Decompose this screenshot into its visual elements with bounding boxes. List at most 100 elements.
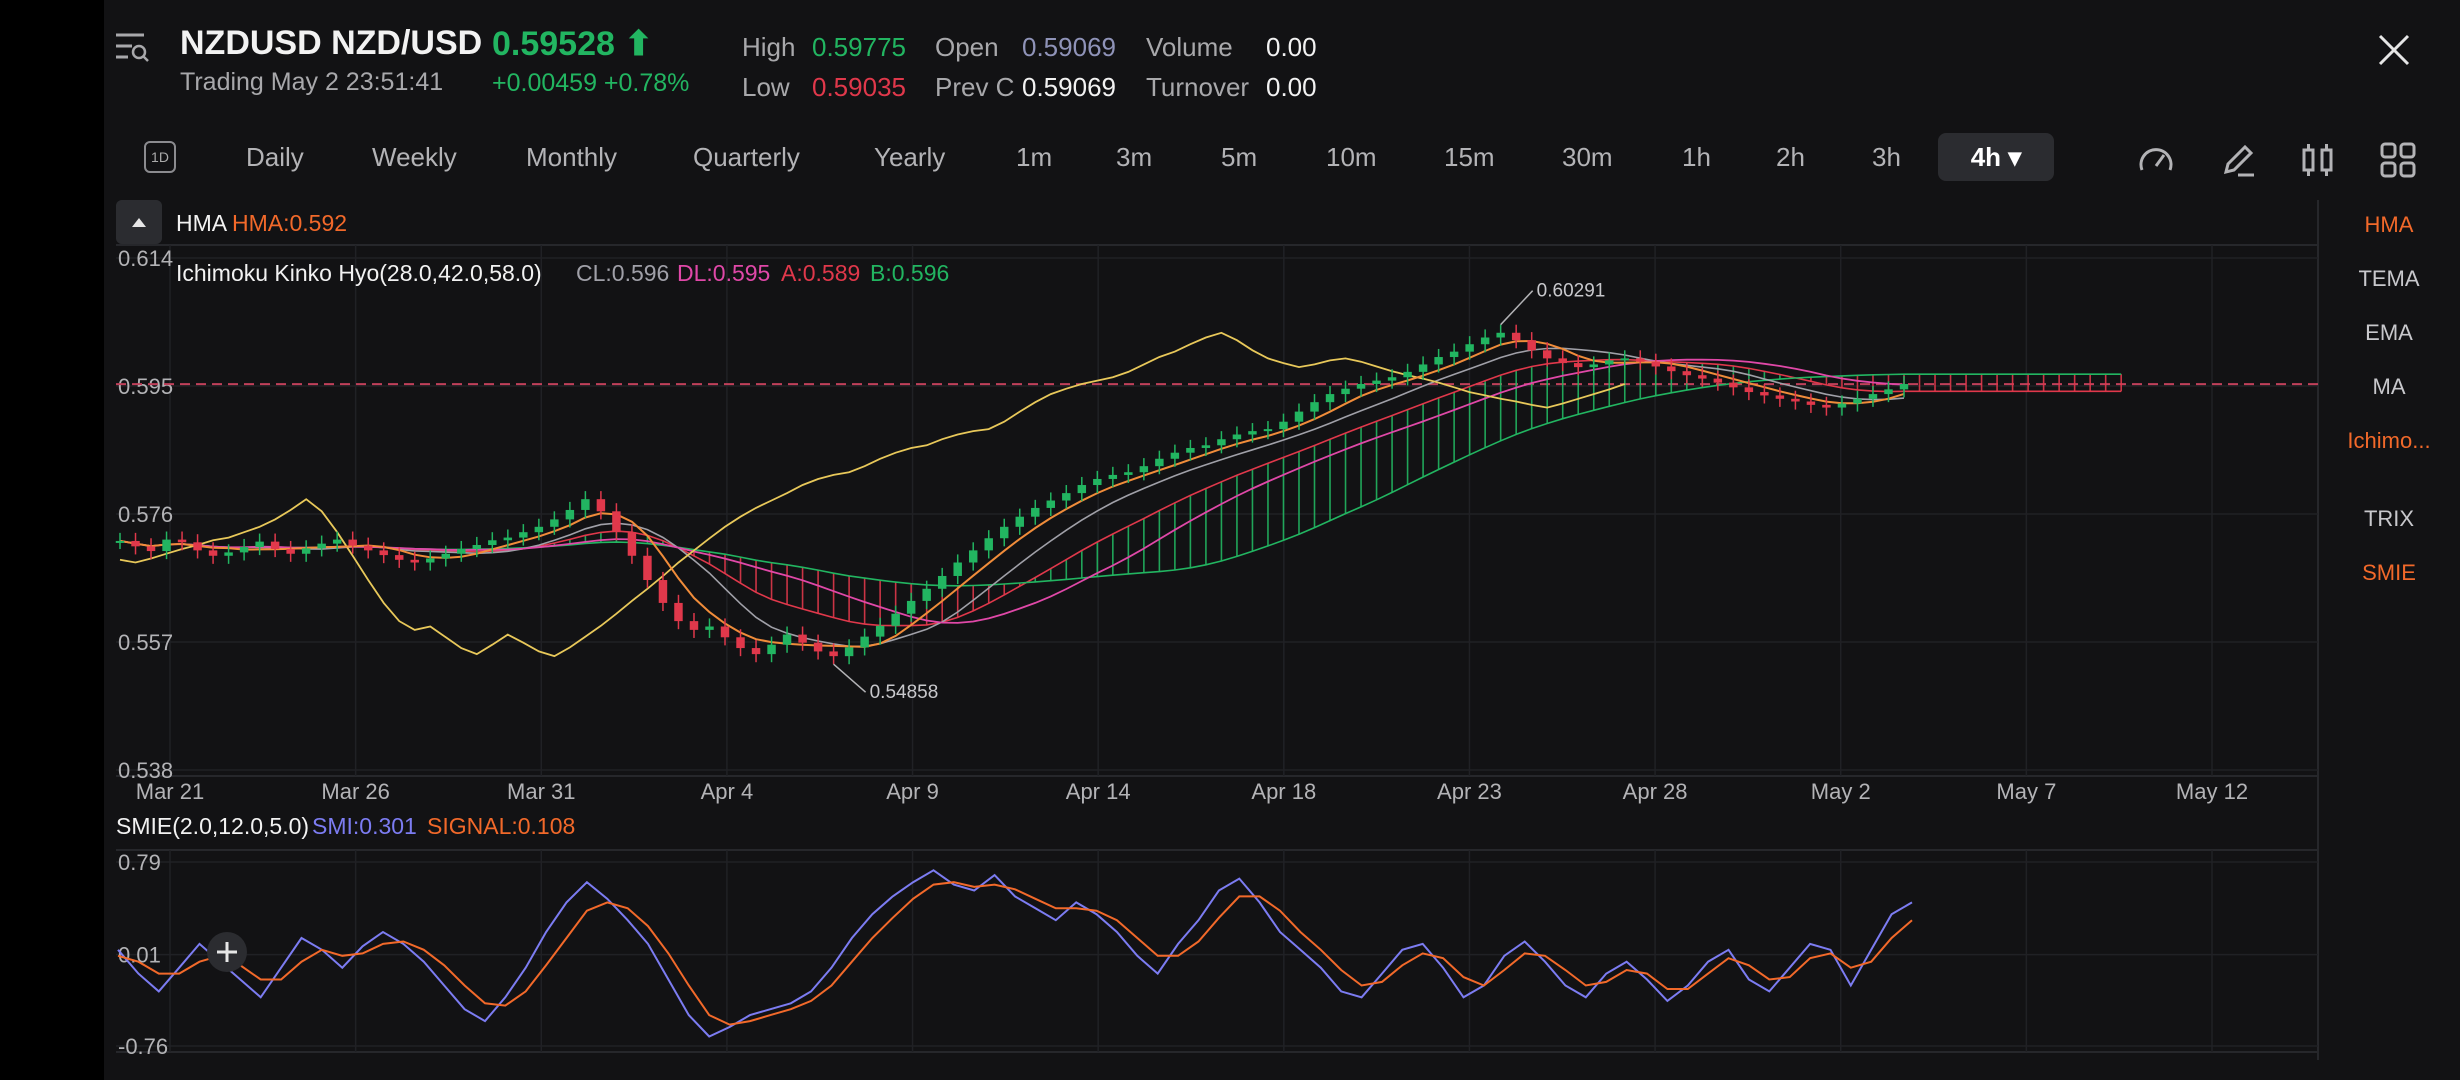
candle-body: [705, 626, 714, 630]
hma-legend-name: HMA: [176, 210, 228, 236]
tab-15m[interactable]: 15m: [1444, 142, 1495, 172]
price-chart[interactable]: Mar 21 Mar 26 Mar 31 Apr 4 Apr 9 Apr 14 Apr 18…: [104, 0, 2460, 1080]
candle-body: [379, 550, 388, 556]
candle-body: [1868, 394, 1878, 399]
tab-daily[interactable]: Daily: [246, 142, 304, 172]
candle-body: [131, 540, 140, 547]
candle-body: [1356, 383, 1366, 389]
side-indicator-ichimoku[interactable]: Ichimo...: [2347, 428, 2431, 453]
candle-body: [1511, 332, 1521, 341]
x-tick-label: Mar 31: [507, 779, 575, 804]
candle-body: [1527, 340, 1536, 351]
candle-body: [1186, 447, 1195, 453]
candle-body: [1341, 388, 1350, 395]
tab-5m[interactable]: 5m: [1221, 142, 1258, 172]
smie-y-tick-label: -0.76: [118, 1034, 168, 1059]
tab-10m[interactable]: 10m: [1326, 142, 1377, 172]
max-price-label: 0.60291: [1537, 281, 1606, 302]
calendar-1d-icon[interactable]: 1D: [144, 141, 176, 173]
symbol-title: NZDUSD NZD/USD: [180, 24, 483, 62]
candle-body: [1698, 375, 1707, 379]
ichimoku-b-value: B:0.596: [870, 260, 950, 286]
side-indicator-smie[interactable]: SMIE: [2362, 560, 2416, 585]
price-annotation-leader: [833, 663, 867, 693]
ichimoku-conversion-line: [119, 347, 1905, 648]
smie-legend-name: SMIE(2.0,12.0,5.0): [116, 813, 310, 839]
x-tick-label: Apr 4: [701, 779, 754, 804]
candle-body: [503, 537, 513, 541]
x-tick-label: Mar 26: [321, 779, 389, 804]
tab-yearly[interactable]: Yearly: [874, 142, 946, 172]
trading-status: Trading May 2 23:51:41: [180, 68, 444, 96]
candle-body: [317, 543, 326, 549]
tab-30m[interactable]: 30m: [1562, 142, 1613, 172]
candle-body: [270, 541, 280, 550]
ichimoku-span-a-line: [119, 358, 2122, 627]
candle-body: [1279, 421, 1288, 430]
candle-body: [720, 626, 730, 638]
tab-2h[interactable]: 2h: [1776, 142, 1805, 172]
candle-body: [410, 559, 419, 563]
candle-body: [1170, 452, 1180, 459]
close-icon[interactable]: [2374, 30, 2414, 70]
candle-body: [875, 625, 885, 637]
candle-body: [1031, 507, 1040, 517]
candle-body: [550, 519, 559, 527]
candle-body: [596, 499, 606, 512]
candle-body: [1232, 434, 1242, 440]
tab-1h[interactable]: 1h: [1682, 142, 1711, 172]
open-label: Open: [935, 32, 999, 62]
pen-draw-icon[interactable]: [2218, 140, 2258, 180]
collapse-indicators-button[interactable]: [116, 200, 162, 244]
tab-weekly[interactable]: Weekly: [372, 142, 457, 172]
candle-body: [968, 550, 978, 563]
last-price: 0.59528 ⬆: [492, 25, 653, 63]
candle-body: [146, 546, 156, 552]
candle-body: [1729, 382, 1738, 388]
candle-body: [1884, 389, 1893, 395]
ichimoku-cl-value: CL:0.596: [576, 260, 670, 286]
candle-body: [1620, 358, 1629, 361]
turnover-value: 0.00: [1266, 72, 1317, 102]
volume-label: Volume: [1146, 32, 1233, 62]
candle-body: [751, 648, 761, 655]
candle-body: [534, 526, 544, 533]
candle-body: [922, 588, 931, 601]
ichimoku-legend-name: Ichimoku Kinko Hyo(28.0,42.0,58.0): [176, 260, 542, 286]
candle-body: [1325, 394, 1335, 403]
tab-3m[interactable]: 3m: [1116, 142, 1153, 172]
candle-body: [1480, 337, 1490, 345]
add-plus-button[interactable]: [206, 931, 248, 973]
candle-body: [1667, 366, 1676, 372]
candle-body: [1806, 401, 1816, 405]
y-tick-label: 0.538: [118, 758, 173, 783]
gauge-icon[interactable]: [2136, 140, 2176, 180]
side-indicator-tema[interactable]: TEMA: [2358, 266, 2420, 291]
candle-body: [1434, 357, 1443, 365]
side-indicator-ema[interactable]: EMA: [2365, 320, 2413, 345]
candle-body: [332, 539, 342, 544]
menu-search-icon[interactable]: [114, 30, 150, 64]
candle-body: [1139, 466, 1149, 473]
candle-body: [1046, 500, 1056, 508]
tab-3h[interactable]: 3h: [1872, 142, 1901, 172]
tab-4h[interactable]: 4h ▾: [1938, 133, 2054, 181]
side-indicator-trix[interactable]: TRIX: [2363, 506, 2415, 531]
candle-body: [906, 600, 916, 614]
open-value: 0.59069: [1022, 32, 1116, 62]
candle-body: [844, 647, 854, 657]
candle-body: [1775, 395, 1785, 399]
side-indicator-hma[interactable]: HMA: [2364, 212, 2414, 237]
side-indicator-ma[interactable]: MA: [2372, 374, 2406, 399]
high-value: 0.59775: [812, 32, 906, 62]
candle-style-icon[interactable]: [2298, 140, 2338, 180]
candle-body: [937, 575, 947, 589]
grid-apps-icon[interactable]: [2378, 140, 2418, 180]
smie-signal-value: SIGNAL:0.108: [427, 813, 576, 839]
candle-body: [1791, 398, 1800, 402]
tab-quarterly[interactable]: Quarterly: [693, 142, 800, 172]
tab-monthly[interactable]: Monthly: [526, 142, 618, 172]
tab-1m[interactable]: 1m: [1016, 142, 1053, 172]
x-tick-label: May 12: [2176, 779, 2248, 804]
x-tick-label: May 7: [1996, 779, 2056, 804]
